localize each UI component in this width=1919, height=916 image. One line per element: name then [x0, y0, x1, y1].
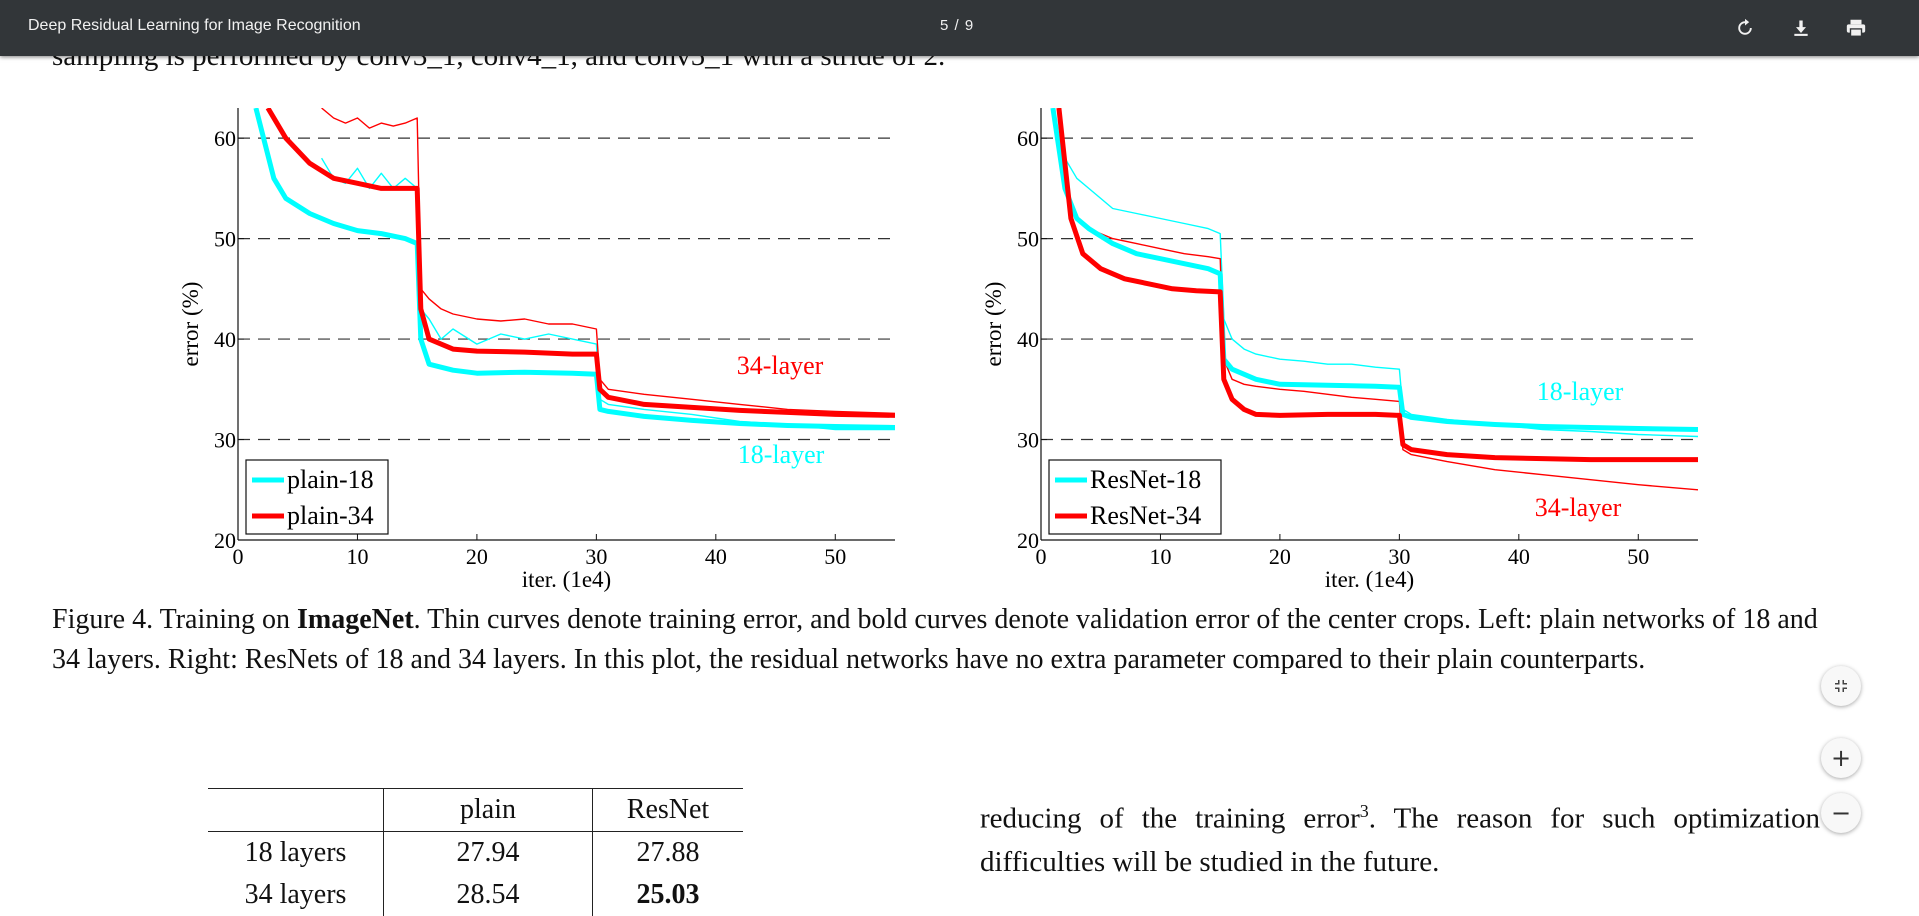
table-header-row: plain ResNet — [208, 788, 743, 832]
fit-page-button[interactable] — [1821, 666, 1861, 706]
y-tick-label: 60 — [1017, 126, 1039, 151]
table-cell: 27.94 — [383, 831, 593, 874]
x-tick-label: 10 — [1149, 544, 1171, 569]
series-line — [265, 108, 895, 418]
x-axis-label: iter. (1e4) — [522, 567, 611, 592]
series-line — [1050, 108, 1698, 432]
y-axis-label: error (%) — [178, 282, 203, 367]
series-line — [1056, 108, 1698, 463]
caption-bold: ImageNet — [297, 604, 414, 635]
y-tick-label: 60 — [214, 126, 236, 151]
y-tick-label: 50 — [1017, 227, 1039, 252]
download-icon — [1794, 20, 1808, 36]
body-text-part1: reducing of the training error — [980, 802, 1360, 835]
legend-box — [245, 459, 389, 535]
y-tick-label: 30 — [214, 428, 236, 453]
x-tick-label: 50 — [824, 544, 846, 569]
plus-icon: + — [1830, 744, 1852, 772]
x-tick-label: 30 — [585, 544, 607, 569]
rotate-icon — [1738, 18, 1752, 35]
table-cell: 18 layers — [208, 831, 384, 874]
table-header-cell: plain — [383, 788, 593, 832]
body-text-part2: . The reason for such optimization diffi… — [980, 802, 1820, 878]
x-tick-label: 30 — [1388, 544, 1410, 569]
footnote-marker: 3 — [1359, 801, 1369, 821]
x-tick-label: 20 — [1269, 544, 1291, 569]
table-row: 34 layers 28.54 25.03 — [208, 874, 743, 916]
pdf-toolbar: Deep Residual Learning for Image Recogni… — [0, 0, 1919, 56]
legend-box — [1048, 459, 1222, 535]
table-cell: 28.54 — [383, 874, 593, 916]
legend-label: plain-18 — [287, 465, 374, 494]
legend-label: plain-34 — [287, 501, 374, 530]
page-indicator: 5 / 9 — [940, 17, 975, 34]
chart-resnet: 20 30 40 50 60 0 10 20 30 40 50 iter. (1e4) error (%… — [981, 108, 1698, 592]
results-table: plain ResNet 18 layers 27.94 27.88 34 la… — [208, 788, 743, 916]
y-tick-label: 20 — [1017, 528, 1039, 553]
body-paragraph: reducing of the training error3. The rea… — [980, 790, 1820, 884]
zoom-in-button[interactable]: + — [1821, 738, 1861, 778]
table-row: 18 layers 27.94 27.88 — [208, 831, 743, 874]
y-axis-label: error (%) — [981, 282, 1006, 367]
print-icon — [1846, 19, 1866, 37]
x-tick-label: 20 — [466, 544, 488, 569]
minus-icon: − — [1830, 799, 1852, 827]
series-annotation: 18-layer — [1537, 377, 1624, 406]
y-tick-label: 30 — [1017, 428, 1039, 453]
caption-rest: . Thin curves denote training error, and… — [52, 604, 1818, 675]
zoom-out-button[interactable]: − — [1821, 793, 1861, 833]
document-title: Deep Residual Learning for Image Recogni… — [28, 17, 361, 34]
legend-label: ResNet-18 — [1090, 465, 1201, 494]
pdf-page: sampling is performed by conv3_1, conv4_… — [52, 40, 1832, 916]
x-tick-label: 40 — [1508, 544, 1530, 569]
x-tick-label: 0 — [1036, 544, 1047, 569]
series-annotation: 34-layer — [1535, 493, 1622, 522]
legend-label: ResNet-34 — [1090, 501, 1201, 530]
rotate-button[interactable] — [1729, 12, 1761, 44]
series-annotation: 18-layer — [738, 440, 825, 469]
series-line — [253, 108, 895, 430]
x-tick-label: 0 — [233, 544, 244, 569]
table-header-cell: ResNet — [626, 794, 710, 825]
series-annotation: 34-layer — [737, 351, 824, 380]
x-axis-label: iter. (1e4) — [1325, 567, 1414, 592]
y-tick-label: 40 — [214, 327, 236, 352]
chart-svg: 20 30 40 50 60 0 10 20 30 40 50 iter. (1e4) error (%… — [178, 108, 1698, 592]
table-cell: 27.88 — [636, 837, 700, 868]
table-cell: 34 layers — [208, 874, 384, 916]
y-tick-label: 20 — [214, 528, 236, 553]
series-line — [321, 108, 895, 415]
series-line — [320, 157, 895, 431]
caption-prefix: Figure 4. Training on — [52, 604, 298, 635]
chart-plain: 20 30 40 50 60 0 10 20 30 40 50 iter. (1e4) error (%… — [178, 108, 895, 592]
table-header-cell — [208, 788, 384, 832]
print-button[interactable] — [1840, 12, 1872, 44]
table-cell: 25.03 — [636, 879, 700, 910]
figure-caption: Figure 4. Training on ImageNet. Thin cur… — [52, 600, 1832, 680]
y-tick-label: 50 — [214, 227, 236, 252]
y-tick-label: 40 — [1017, 327, 1039, 352]
x-tick-label: 10 — [346, 544, 368, 569]
series-line — [1058, 108, 1698, 491]
download-button[interactable] — [1785, 12, 1817, 44]
x-tick-label: 50 — [1627, 544, 1649, 569]
fit-page-icon — [1835, 680, 1847, 692]
x-tick-label: 40 — [705, 544, 727, 569]
